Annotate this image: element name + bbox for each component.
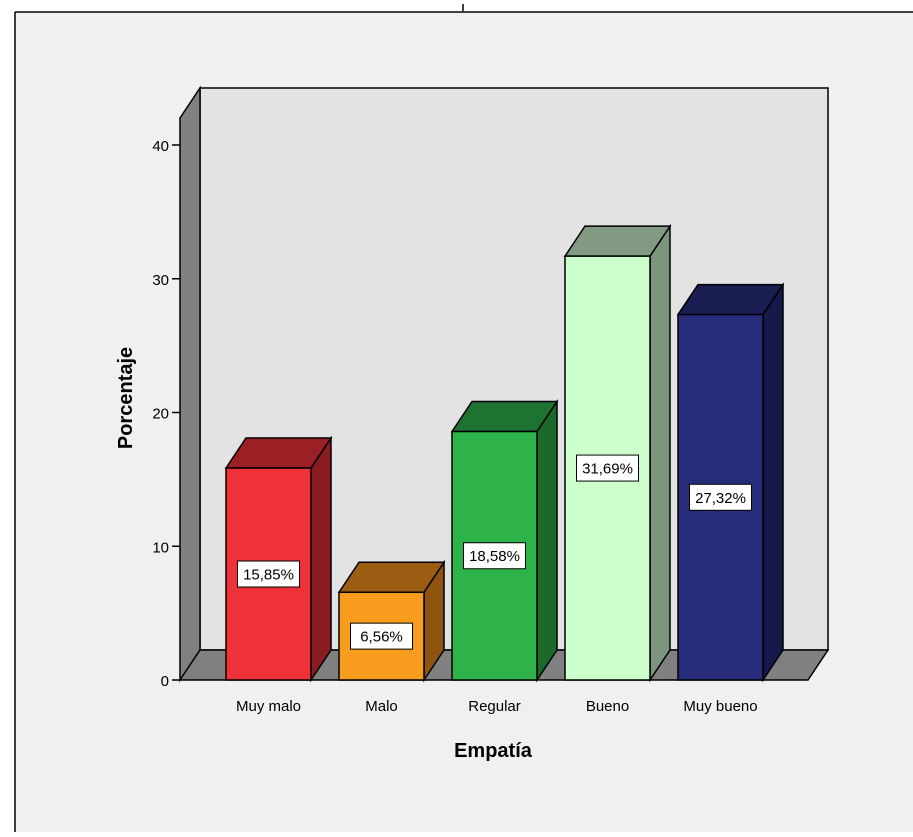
bars-group: 15,85% 6,56% 18,58% 31,69% 27,32% bbox=[224, 223, 785, 683]
y-tick-label: 40 bbox=[152, 138, 169, 155]
y-axis-title: Porcentaje bbox=[115, 347, 137, 449]
bar-side bbox=[649, 223, 671, 683]
data-label-box bbox=[463, 542, 526, 570]
data-label-box bbox=[237, 560, 300, 588]
y-tick-label: 30 bbox=[152, 272, 169, 289]
bar-side bbox=[762, 282, 784, 683]
data-label-box bbox=[350, 622, 413, 650]
x-axis: Muy malo Malo Regular Bueno Muy bueno bbox=[236, 698, 758, 715]
x-axis-title: Empatía bbox=[454, 740, 533, 762]
bar-side bbox=[310, 435, 332, 683]
data-label-box bbox=[689, 483, 752, 511]
x-tick-label: Muy malo bbox=[236, 698, 301, 715]
data-label: 31,69% bbox=[582, 461, 633, 478]
y-tick-label: 20 bbox=[152, 406, 169, 423]
plot-side-wall bbox=[179, 85, 201, 683]
x-tick-label: Bueno bbox=[586, 698, 629, 715]
data-label: 27,32% bbox=[695, 490, 746, 507]
y-tick-label: 0 bbox=[161, 673, 169, 690]
data-label: 15,85% bbox=[243, 567, 294, 584]
y-tick-label: 10 bbox=[152, 539, 169, 556]
bar-side bbox=[536, 399, 558, 683]
x-tick-label: Muy bueno bbox=[683, 698, 757, 715]
x-tick-label: Regular bbox=[468, 698, 521, 715]
data-label-box bbox=[576, 454, 639, 482]
data-label: 6,56% bbox=[360, 629, 403, 646]
data-label: 18,58% bbox=[469, 548, 520, 565]
x-tick-label: Malo bbox=[365, 698, 398, 715]
y-axis: 0 10 20 30 40 bbox=[152, 138, 180, 690]
